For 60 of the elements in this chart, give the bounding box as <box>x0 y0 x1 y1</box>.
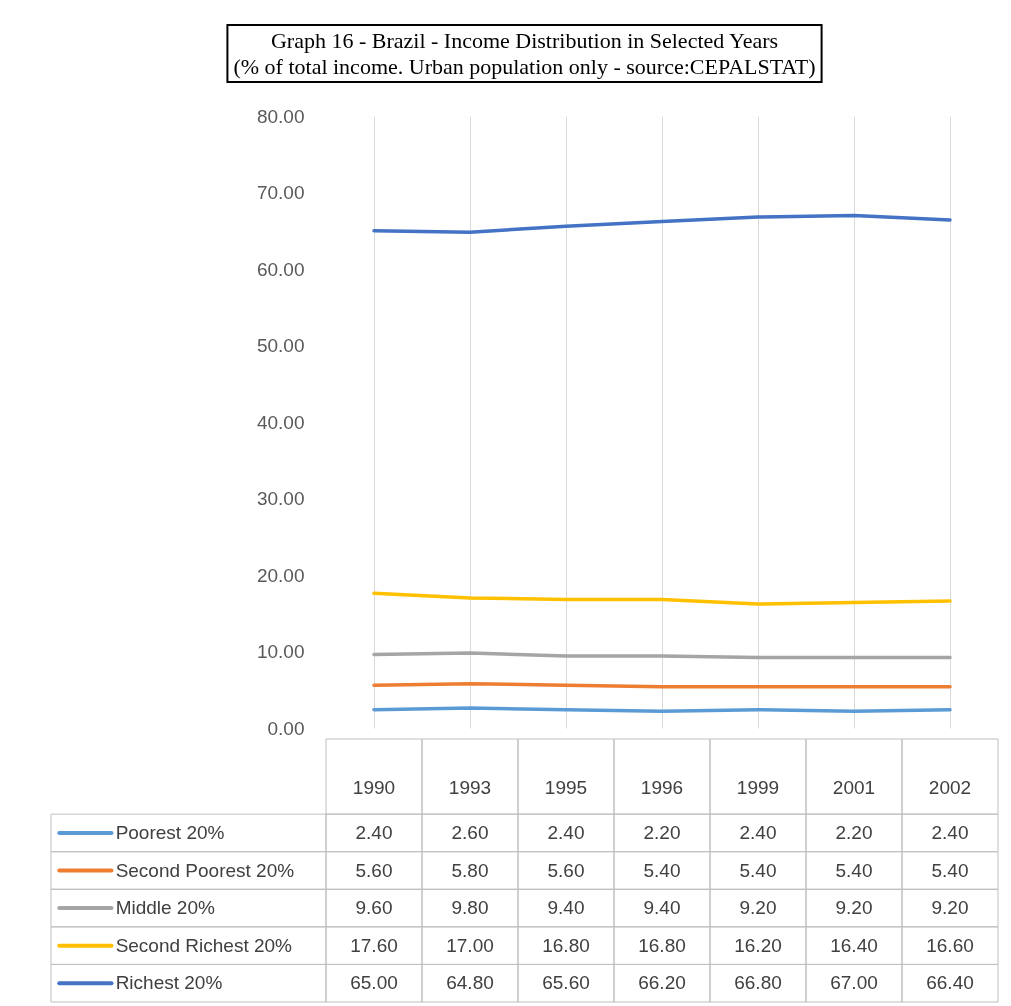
data-label: 2.20 <box>643 821 681 843</box>
data-label: 65.60 <box>542 972 590 994</box>
y-tick-label: 40.00 <box>256 411 305 433</box>
data-label: 5.40 <box>643 859 681 881</box>
data-label: 9.20 <box>931 897 969 919</box>
data-label: 16.20 <box>734 934 782 956</box>
x-tick-label: 1995 <box>544 776 588 798</box>
y-tick-label: 30.00 <box>256 488 305 509</box>
data-label: 16.80 <box>542 934 590 956</box>
y-tick-label: 70.00 <box>256 182 305 203</box>
x-tick-label: 1993 <box>448 776 492 798</box>
legend-label: Richest 20% <box>115 972 223 994</box>
data-label: 5.60 <box>355 859 393 881</box>
data-label: 17.60 <box>350 934 398 956</box>
chart-subtitle: (% of total income. Urban population only - source:CEPALSTAT) <box>233 54 816 79</box>
y-tick-label: 60.00 <box>256 258 305 280</box>
data-label: 5.80 <box>451 859 489 881</box>
data-label: 2.40 <box>355 821 393 843</box>
data-label: 67.00 <box>830 972 878 994</box>
data-label: 5.60 <box>547 859 585 881</box>
data-label: 9.20 <box>739 897 777 919</box>
data-label: 16.60 <box>926 934 974 956</box>
x-tick-label: 2001 <box>832 776 876 798</box>
data-label: 2.60 <box>451 821 489 843</box>
legend-label: Poorest 20% <box>115 821 225 843</box>
line-series <box>372 213 952 235</box>
line-series <box>372 591 952 606</box>
y-tick-label: 10.00 <box>256 641 305 662</box>
legend-label: Second Richest 20% <box>115 934 293 956</box>
data-label: 66.40 <box>926 972 974 994</box>
data-label: 66.20 <box>638 972 686 994</box>
legend-label: Middle 20% <box>115 897 216 919</box>
x-tick-label: 2002 <box>928 776 972 798</box>
x-tick-label: 1990 <box>352 776 396 798</box>
data-label: 17.00 <box>446 934 494 956</box>
data-label: 5.40 <box>835 859 873 881</box>
y-tick-label: 80.00 <box>256 105 305 127</box>
data-label: 5.40 <box>739 859 777 881</box>
data-label: 9.80 <box>451 897 489 919</box>
legend-label: Second Poorest 20% <box>115 859 295 881</box>
data-label: 16.80 <box>638 934 686 956</box>
chart-title: Graph 16 - Brazil - Income Distribution in Selected Years <box>270 28 779 53</box>
x-tick-label: 1996 <box>640 776 684 798</box>
data-label: 2.40 <box>739 821 777 843</box>
y-tick-label: 50.00 <box>256 335 305 356</box>
data-label: 66.80 <box>734 972 782 994</box>
y-tick-label: 20.00 <box>256 564 305 586</box>
y-tick-label: 0.00 <box>267 717 305 739</box>
data-label: 2.40 <box>931 821 969 843</box>
data-label: 2.40 <box>547 821 585 843</box>
data-label: 16.40 <box>830 934 878 956</box>
data-label: 2.20 <box>835 821 873 843</box>
data-label: 64.80 <box>446 972 494 994</box>
data-label: 9.40 <box>643 897 681 919</box>
data-label: 5.40 <box>931 859 969 881</box>
data-label: 9.20 <box>835 897 873 919</box>
data-label: 9.60 <box>355 897 393 919</box>
x-tick-label: 1999 <box>736 776 780 798</box>
data-label: 9.40 <box>547 897 585 919</box>
data-label: 65.00 <box>350 972 398 994</box>
